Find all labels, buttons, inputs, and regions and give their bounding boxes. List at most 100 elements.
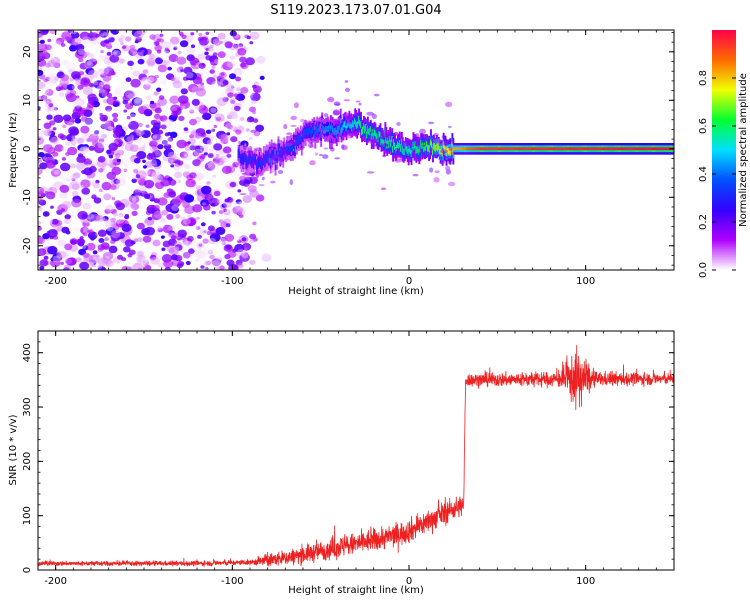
heatmap-ridge-halo <box>308 139 315 144</box>
heatmap-noise-cell <box>149 42 156 49</box>
heatmap-noise-cell <box>99 113 103 116</box>
heatmap-ridge-halo <box>358 102 362 106</box>
heatmap-noise-cell <box>157 144 164 150</box>
heatmap-ridge-cell <box>656 147 659 151</box>
heatmap-noise-cell <box>142 235 152 243</box>
heatmap-noise-cell <box>108 142 118 151</box>
heatmap-ridge-cell <box>340 127 343 136</box>
heatmap-ridge-cell <box>533 147 535 151</box>
snr-xtick-label: 100 <box>576 576 595 587</box>
heatmap-ridge-cell <box>470 147 473 151</box>
heatmap-noise-cell <box>242 195 252 203</box>
heatmap-noise-cell <box>49 30 57 35</box>
heatmap-noise-cell <box>57 239 66 246</box>
heatmap-noise-cell <box>83 146 90 153</box>
heatmap-noise-cell <box>47 38 52 43</box>
heatmap-ridge-halo <box>323 147 329 150</box>
heatmap-noise-cell <box>135 254 146 263</box>
heatmap-ridge-halo <box>355 100 361 103</box>
heatmap-noise-cell <box>137 237 143 243</box>
heatmap-noise-cell <box>79 146 90 155</box>
heatmap-noise-cell <box>147 75 157 84</box>
heatmap-noise-cell <box>248 176 258 185</box>
heatmap-noise-cell <box>72 173 78 179</box>
heatmap-noise-cell <box>208 106 218 114</box>
heatmap-noise-cell <box>134 97 142 104</box>
heatmap-noise-cell <box>137 255 146 262</box>
heatmap-ridge-cell <box>499 147 501 151</box>
heatmap-noise-cell <box>205 144 213 150</box>
heatmap-ridge-halo <box>309 160 316 166</box>
heatmap-noise-cell <box>83 109 93 118</box>
heatmap-noise-region <box>38 30 272 270</box>
heatmap-noise-cell <box>88 134 99 143</box>
heatmap-noise-cell <box>205 60 212 66</box>
heatmap-ridge-cell <box>368 128 371 136</box>
heatmap-noise-cell <box>190 230 196 236</box>
heatmap-noise-cell <box>235 96 240 100</box>
heatmap-noise-cell <box>152 239 161 247</box>
heatmap-noise-cell <box>78 57 84 63</box>
heatmap-noise-cell <box>202 112 212 121</box>
heatmap-noise-cell <box>157 225 162 231</box>
heatmap-noise-cell <box>226 132 231 136</box>
heatmap-noise-cell <box>71 177 76 182</box>
heatmap-ridge-halo <box>269 167 275 173</box>
heatmap-ridge-cell <box>403 149 406 155</box>
heatmap-noise-cell <box>113 50 122 57</box>
heatmap-ridge-cell <box>530 147 532 151</box>
heatmap-noise-cell <box>53 169 60 175</box>
snr-ytick-label: 200 <box>22 452 33 471</box>
heatmap-noise-cell <box>137 122 143 127</box>
heatmap-ridge-cell <box>601 147 603 151</box>
heatmap-noise-cell <box>108 245 118 254</box>
heatmap-noise-cell <box>167 225 174 231</box>
heatmap-noise-cell <box>249 259 256 265</box>
heatmap-ridge-cell <box>244 152 247 161</box>
heatmap-noise-cell <box>204 51 209 56</box>
heatmap-noise-cell <box>61 32 72 42</box>
heatmap-noise-cell <box>135 128 145 137</box>
heatmap-noise-cell <box>70 213 79 220</box>
heatmap-noise-cell <box>104 39 110 44</box>
heatmap-ridge-halo <box>447 181 456 187</box>
heatmap-ridge-halo <box>243 145 250 151</box>
heatmap-ridge-cell <box>436 143 439 152</box>
heatmap-ridge-cell <box>663 147 666 151</box>
heatmap-ridge-cell <box>402 148 405 156</box>
heatmap-ridge-cell <box>474 147 477 151</box>
heatmap-noise-cell <box>69 238 78 245</box>
heatmap-ridge-halo <box>326 138 331 143</box>
heatmap-ridge-cell <box>367 128 370 135</box>
heatmap-noise-cell <box>140 49 145 54</box>
heatmap-noise-cell <box>42 233 50 240</box>
spectrogram-ylabel: Frequency (Hz) <box>8 112 19 188</box>
heatmap-noise-cell <box>103 193 112 201</box>
heatmap-noise-cell <box>223 121 232 128</box>
heatmap-noise-cell <box>219 90 230 99</box>
heatmap-noise-cell <box>38 198 44 204</box>
heatmap-noise-cell <box>205 129 212 134</box>
heatmap-noise-cell <box>134 40 139 44</box>
heatmap-ridge-cell <box>427 144 429 152</box>
heatmap-ridge-cell <box>599 147 601 151</box>
heatmap-noise-cell <box>239 253 250 262</box>
heatmap-noise-cell <box>110 230 121 239</box>
heatmap-ridge-halo <box>255 169 260 176</box>
heatmap-noise-cell <box>40 86 50 95</box>
heatmap-ridge-cell <box>309 127 312 134</box>
heatmap-noise-cell <box>204 193 214 202</box>
heatmap-noise-cell <box>64 243 73 251</box>
heatmap-noise-cell <box>181 34 187 39</box>
heatmap-noise-cell <box>125 77 132 82</box>
heatmap-ridge-cell <box>292 143 294 152</box>
spectrogram-ytick-label: 10 <box>22 94 33 107</box>
heatmap-noise-cell <box>98 188 103 193</box>
heatmap-noise-cell <box>162 109 168 114</box>
heatmap-ridge-cell <box>344 120 347 129</box>
heatmap-noise-cell <box>118 37 124 43</box>
heatmap-ridge-cell <box>641 147 644 151</box>
heatmap-noise-cell <box>130 112 136 118</box>
heatmap-noise-cell <box>175 214 181 219</box>
